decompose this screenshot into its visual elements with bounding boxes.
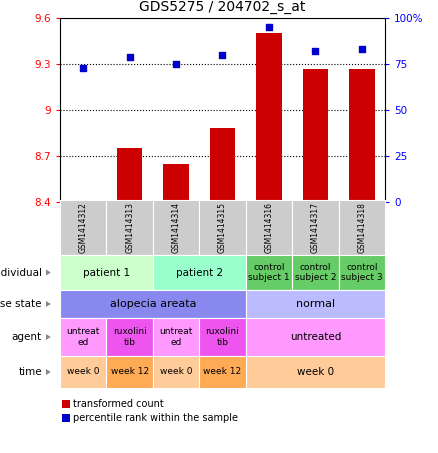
Bar	[303, 68, 328, 202]
Polygon shape	[46, 301, 51, 307]
Bar	[246, 255, 292, 290]
Bar	[246, 200, 292, 255]
Bar	[256, 34, 282, 202]
Bar	[60, 255, 153, 290]
Bar	[153, 356, 199, 388]
Text: agent: agent	[12, 332, 42, 342]
Bar	[339, 200, 385, 255]
Text: GSM1414314: GSM1414314	[172, 202, 180, 253]
Bar	[153, 200, 199, 255]
Text: GSM1414317: GSM1414317	[311, 202, 320, 253]
Bar	[60, 356, 106, 388]
Point	[126, 53, 133, 60]
Bar	[199, 356, 246, 388]
Title: GDS5275 / 204702_s_at: GDS5275 / 204702_s_at	[139, 0, 306, 14]
Bar	[292, 255, 339, 290]
Text: disease state: disease state	[0, 299, 42, 309]
Text: individual: individual	[0, 268, 42, 278]
Text: transformed count: transformed count	[73, 399, 164, 409]
Text: control
subject 1: control subject 1	[248, 263, 290, 282]
Text: GSM1414313: GSM1414313	[125, 202, 134, 253]
Bar	[71, 201, 96, 202]
Text: week 0: week 0	[67, 367, 99, 376]
Bar	[62, 400, 70, 408]
Bar	[246, 290, 385, 318]
Text: GSM1414316: GSM1414316	[265, 202, 273, 253]
Bar	[106, 318, 153, 356]
Text: patient 2: patient 2	[176, 268, 223, 278]
Point	[80, 64, 87, 71]
Text: alopecia areata: alopecia areata	[110, 299, 196, 309]
Text: week 0: week 0	[297, 367, 334, 377]
Text: time: time	[18, 367, 42, 377]
Text: week 0: week 0	[160, 367, 192, 376]
Point	[265, 24, 272, 31]
Text: GSM1414312: GSM1414312	[79, 202, 88, 253]
Bar	[246, 318, 385, 356]
Polygon shape	[46, 369, 51, 375]
Bar	[62, 414, 70, 422]
Text: untreated: untreated	[290, 332, 341, 342]
Point	[358, 46, 365, 53]
Bar	[153, 255, 246, 290]
Polygon shape	[46, 334, 51, 340]
Bar	[163, 164, 189, 202]
Point	[312, 48, 319, 55]
Polygon shape	[46, 270, 51, 275]
Bar	[210, 128, 235, 202]
Text: week 12: week 12	[203, 367, 242, 376]
Bar	[292, 200, 339, 255]
Bar	[60, 318, 106, 356]
Text: GSM1414318: GSM1414318	[357, 202, 366, 253]
Text: control
subject 2: control subject 2	[295, 263, 336, 282]
Bar	[60, 290, 246, 318]
Text: untreat
ed: untreat ed	[159, 328, 193, 347]
Text: ruxolini
tib: ruxolini tib	[205, 328, 240, 347]
Text: ruxolini
tib: ruxolini tib	[113, 328, 147, 347]
Text: control
subject 3: control subject 3	[341, 263, 383, 282]
Bar	[153, 318, 199, 356]
Bar	[349, 68, 374, 202]
Bar	[60, 200, 106, 255]
Bar	[117, 148, 142, 202]
Bar	[246, 356, 385, 388]
Text: patient 1: patient 1	[83, 268, 130, 278]
Bar	[106, 356, 153, 388]
Text: GSM1414315: GSM1414315	[218, 202, 227, 253]
Bar	[106, 200, 153, 255]
Text: normal: normal	[296, 299, 335, 309]
Text: percentile rank within the sample: percentile rank within the sample	[73, 413, 238, 423]
Bar	[199, 200, 246, 255]
Text: week 12: week 12	[110, 367, 149, 376]
Point	[219, 51, 226, 58]
Bar	[199, 318, 246, 356]
Point	[173, 60, 180, 67]
Bar	[339, 255, 385, 290]
Text: untreat
ed: untreat ed	[67, 328, 100, 347]
